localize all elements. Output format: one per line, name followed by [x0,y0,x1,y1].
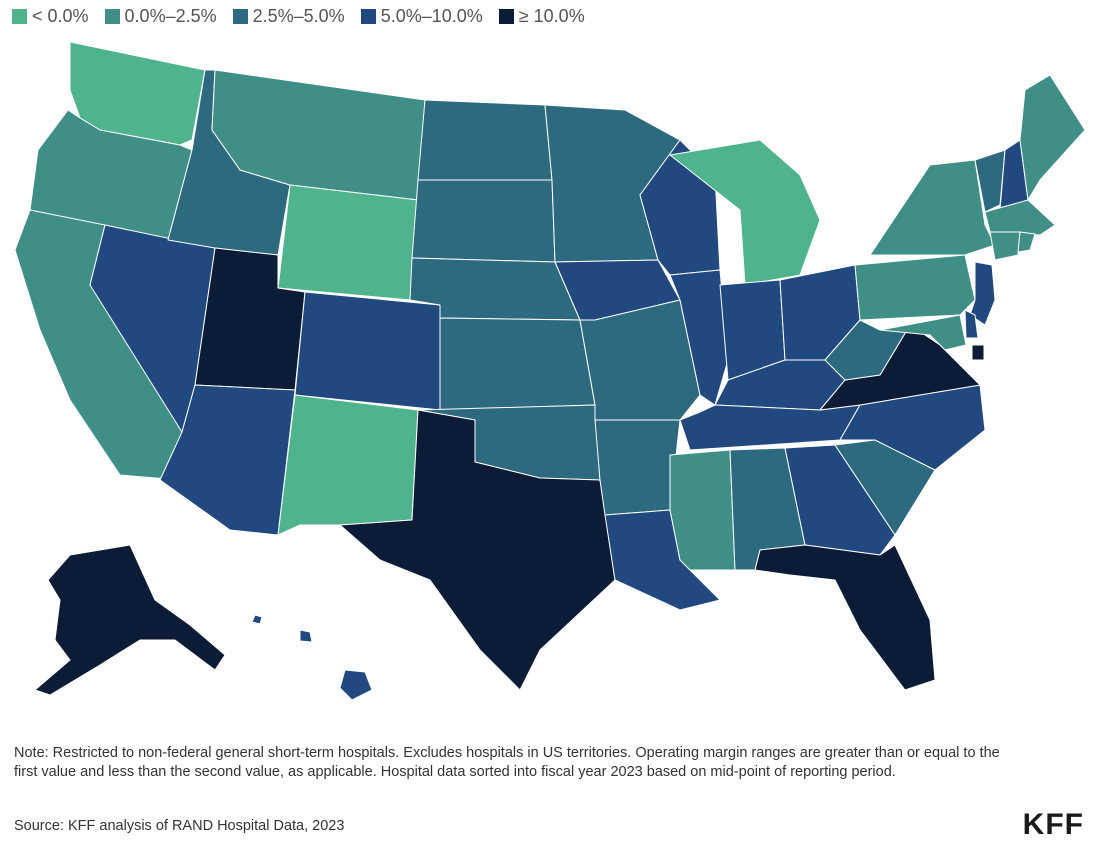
legend-label: 0.0%–2.5% [124,6,217,26]
legend-swatch [360,9,376,24]
state-ct[interactable] [989,231,1021,261]
legend: < 0.0% 0.0%–2.5% 2.5%–5.0% 5.0%–10.0% ≥ … [12,6,585,27]
state-pa[interactable] [854,254,976,321]
state-mi[interactable] [669,139,821,286]
legend-item: < 0.0% [12,6,89,27]
state-fl[interactable] [754,544,936,691]
state-tx[interactable] [339,409,616,691]
footnote: Note: Restricted to non-federal general … [14,745,1000,780]
state-ar[interactable] [594,419,681,516]
source-line: Source: KFF analysis of RAND Hospital Da… [14,818,345,834]
legend-item: ≥ 10.0% [498,6,585,27]
state-ri[interactable] [1017,231,1036,253]
state-me[interactable] [1019,74,1086,201]
state-ny[interactable] [869,159,996,256]
state-de[interactable] [964,309,979,339]
legend-item: 5.0%–10.0% [360,6,483,27]
state-dc[interactable] [971,344,985,361]
state-mo[interactable] [579,299,701,421]
state-co[interactable] [294,291,441,411]
kff-logo: KFF [1022,808,1084,841]
legend-swatch [12,9,27,24]
legend-label: 5.0%–10.0% [380,6,483,26]
state-wy[interactable] [277,184,419,301]
legend-label: ≥ 10.0% [518,6,585,26]
state-ks[interactable] [439,317,596,411]
state-nj[interactable] [969,261,996,326]
legend-swatch [232,9,248,24]
legend-swatch [104,9,120,24]
state-nd[interactable] [417,99,553,181]
legend-swatch [498,9,514,24]
legend-item: 0.0%–2.5% [104,6,217,27]
state-ms[interactable] [669,449,736,571]
state-sd[interactable] [411,179,556,263]
legend-item: 2.5%–5.0% [232,6,345,27]
legend-label: 2.5%–5.0% [252,6,345,26]
state-nm[interactable] [277,394,419,536]
state-ga[interactable] [784,444,896,556]
state-hi[interactable] [251,614,373,701]
state-tn[interactable] [679,404,861,451]
state-md[interactable] [879,314,967,351]
us-state-map [14,41,1086,701]
state-ma[interactable] [984,199,1056,236]
legend-label: < 0.0% [32,6,89,26]
state-ak[interactable] [34,544,226,696]
